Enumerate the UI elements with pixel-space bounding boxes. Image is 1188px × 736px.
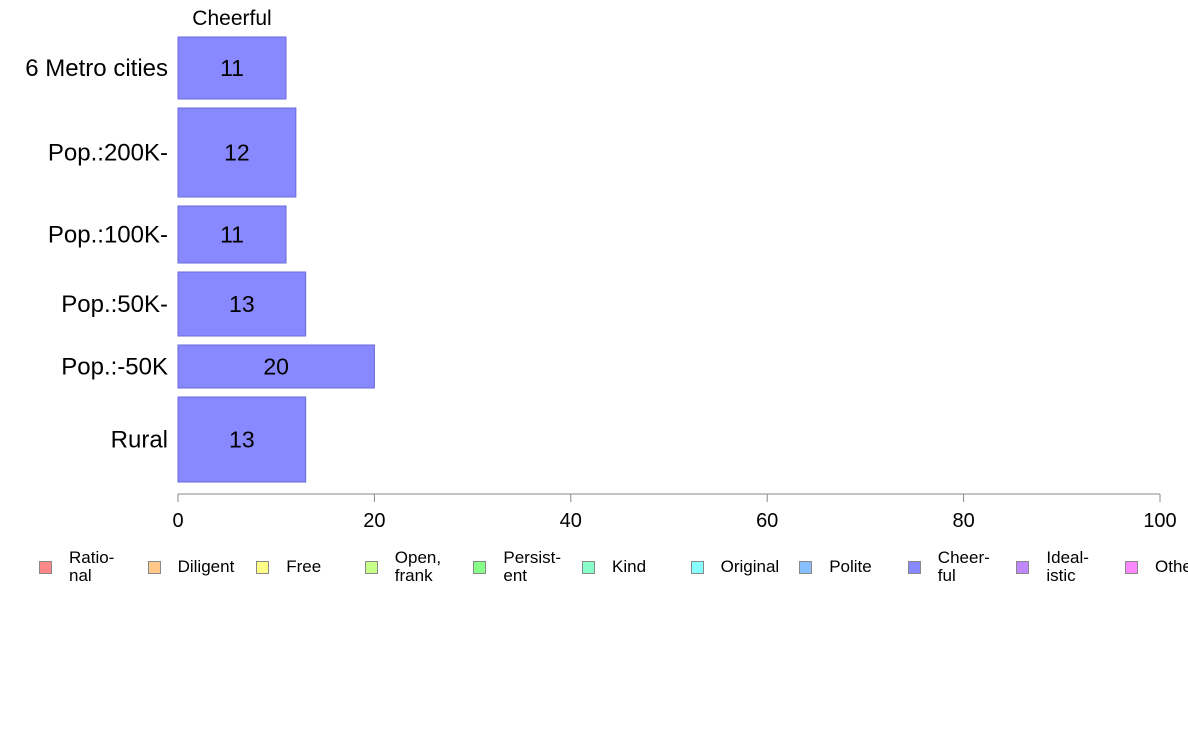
legend-swatch bbox=[1016, 560, 1030, 574]
legend-item: Ratio- nal bbox=[39, 545, 114, 589]
legend-label: Open, frank bbox=[394, 548, 442, 585]
x-tick-label: 20 bbox=[363, 510, 385, 532]
x-tick-label: 0 bbox=[172, 510, 183, 532]
x-tick-label: 80 bbox=[952, 510, 974, 532]
bars-layer: 11 6 Metro cities 12 Pop.:200K- 11 Pop.:100K-… bbox=[25, 36, 375, 483]
legend-item: Free bbox=[256, 545, 321, 589]
legend-swatch bbox=[473, 560, 487, 574]
category-label: Pop.:100K- bbox=[48, 222, 168, 249]
legend-label: Original bbox=[720, 557, 780, 576]
legend-label: Polite bbox=[829, 557, 872, 576]
bar-data-label: 11 bbox=[220, 222, 244, 248]
legend-label: Kind bbox=[612, 557, 647, 576]
x-tick-label: 40 bbox=[560, 510, 582, 532]
bar-data-label: 13 bbox=[229, 291, 255, 317]
legend-swatch bbox=[39, 560, 52, 574]
legend-label: Other bbox=[1155, 557, 1188, 576]
legend-item: Persist- ent bbox=[473, 545, 561, 589]
legend: Ratio- nal Diligent Free Open, frank Persist… bbox=[0, 545, 1188, 595]
bar-chart: Cheerful 11 6 Metro cities 12 Pop.:200K- 11 P… bbox=[25, 7, 1177, 532]
legend-label: Ratio- nal bbox=[69, 548, 115, 585]
bar-data-label: 11 bbox=[220, 55, 244, 81]
bar bbox=[177, 107, 297, 198]
category-label: Pop.:200K- bbox=[48, 140, 168, 167]
legend-item: Cheer- ful bbox=[907, 545, 990, 589]
chart-title: Cheerful bbox=[192, 7, 271, 30]
x-tick-label: 60 bbox=[756, 510, 778, 532]
bar-data-label: 20 bbox=[263, 354, 289, 380]
legend-label: Persist- ent bbox=[503, 548, 562, 585]
legend-item: Open, frank bbox=[364, 545, 442, 589]
legend-swatch bbox=[256, 560, 270, 574]
legend-label: Free bbox=[286, 557, 322, 576]
legend-item: Diligent bbox=[147, 545, 235, 589]
legend-swatch bbox=[582, 560, 595, 574]
legend-item: Other bbox=[1125, 545, 1188, 589]
category-label: Pop.:50K- bbox=[61, 291, 168, 318]
x-axis: 0 20 40 60 80 100 bbox=[172, 493, 1177, 532]
bar bbox=[177, 396, 307, 483]
category-label: 6 Metro cities bbox=[25, 55, 168, 82]
legend-label: Cheer- ful bbox=[937, 548, 990, 585]
bar-data-label: 13 bbox=[229, 427, 255, 453]
legend-swatch bbox=[799, 560, 813, 574]
legend-item: Polite bbox=[799, 545, 872, 589]
bar bbox=[177, 205, 287, 264]
legend-item: Kind bbox=[582, 545, 646, 589]
bar bbox=[177, 36, 287, 100]
legend-swatch bbox=[690, 560, 704, 574]
bar bbox=[177, 271, 307, 337]
bar bbox=[177, 344, 375, 389]
x-tick-label: 100 bbox=[1143, 510, 1176, 532]
legend-label: Ideal- istic bbox=[1046, 548, 1089, 585]
legend-item: Ideal- istic bbox=[1016, 545, 1089, 589]
legend-label: Diligent bbox=[177, 557, 235, 576]
legend-swatch bbox=[364, 560, 378, 574]
bar-data-label: 12 bbox=[224, 140, 250, 166]
category-label: Pop.:-50K bbox=[61, 354, 168, 381]
category-label: Rural bbox=[111, 427, 168, 454]
legend-swatch bbox=[907, 560, 921, 574]
legend-swatch bbox=[1125, 560, 1138, 574]
legend-item: Original bbox=[690, 545, 780, 589]
legend-swatch bbox=[147, 560, 161, 574]
